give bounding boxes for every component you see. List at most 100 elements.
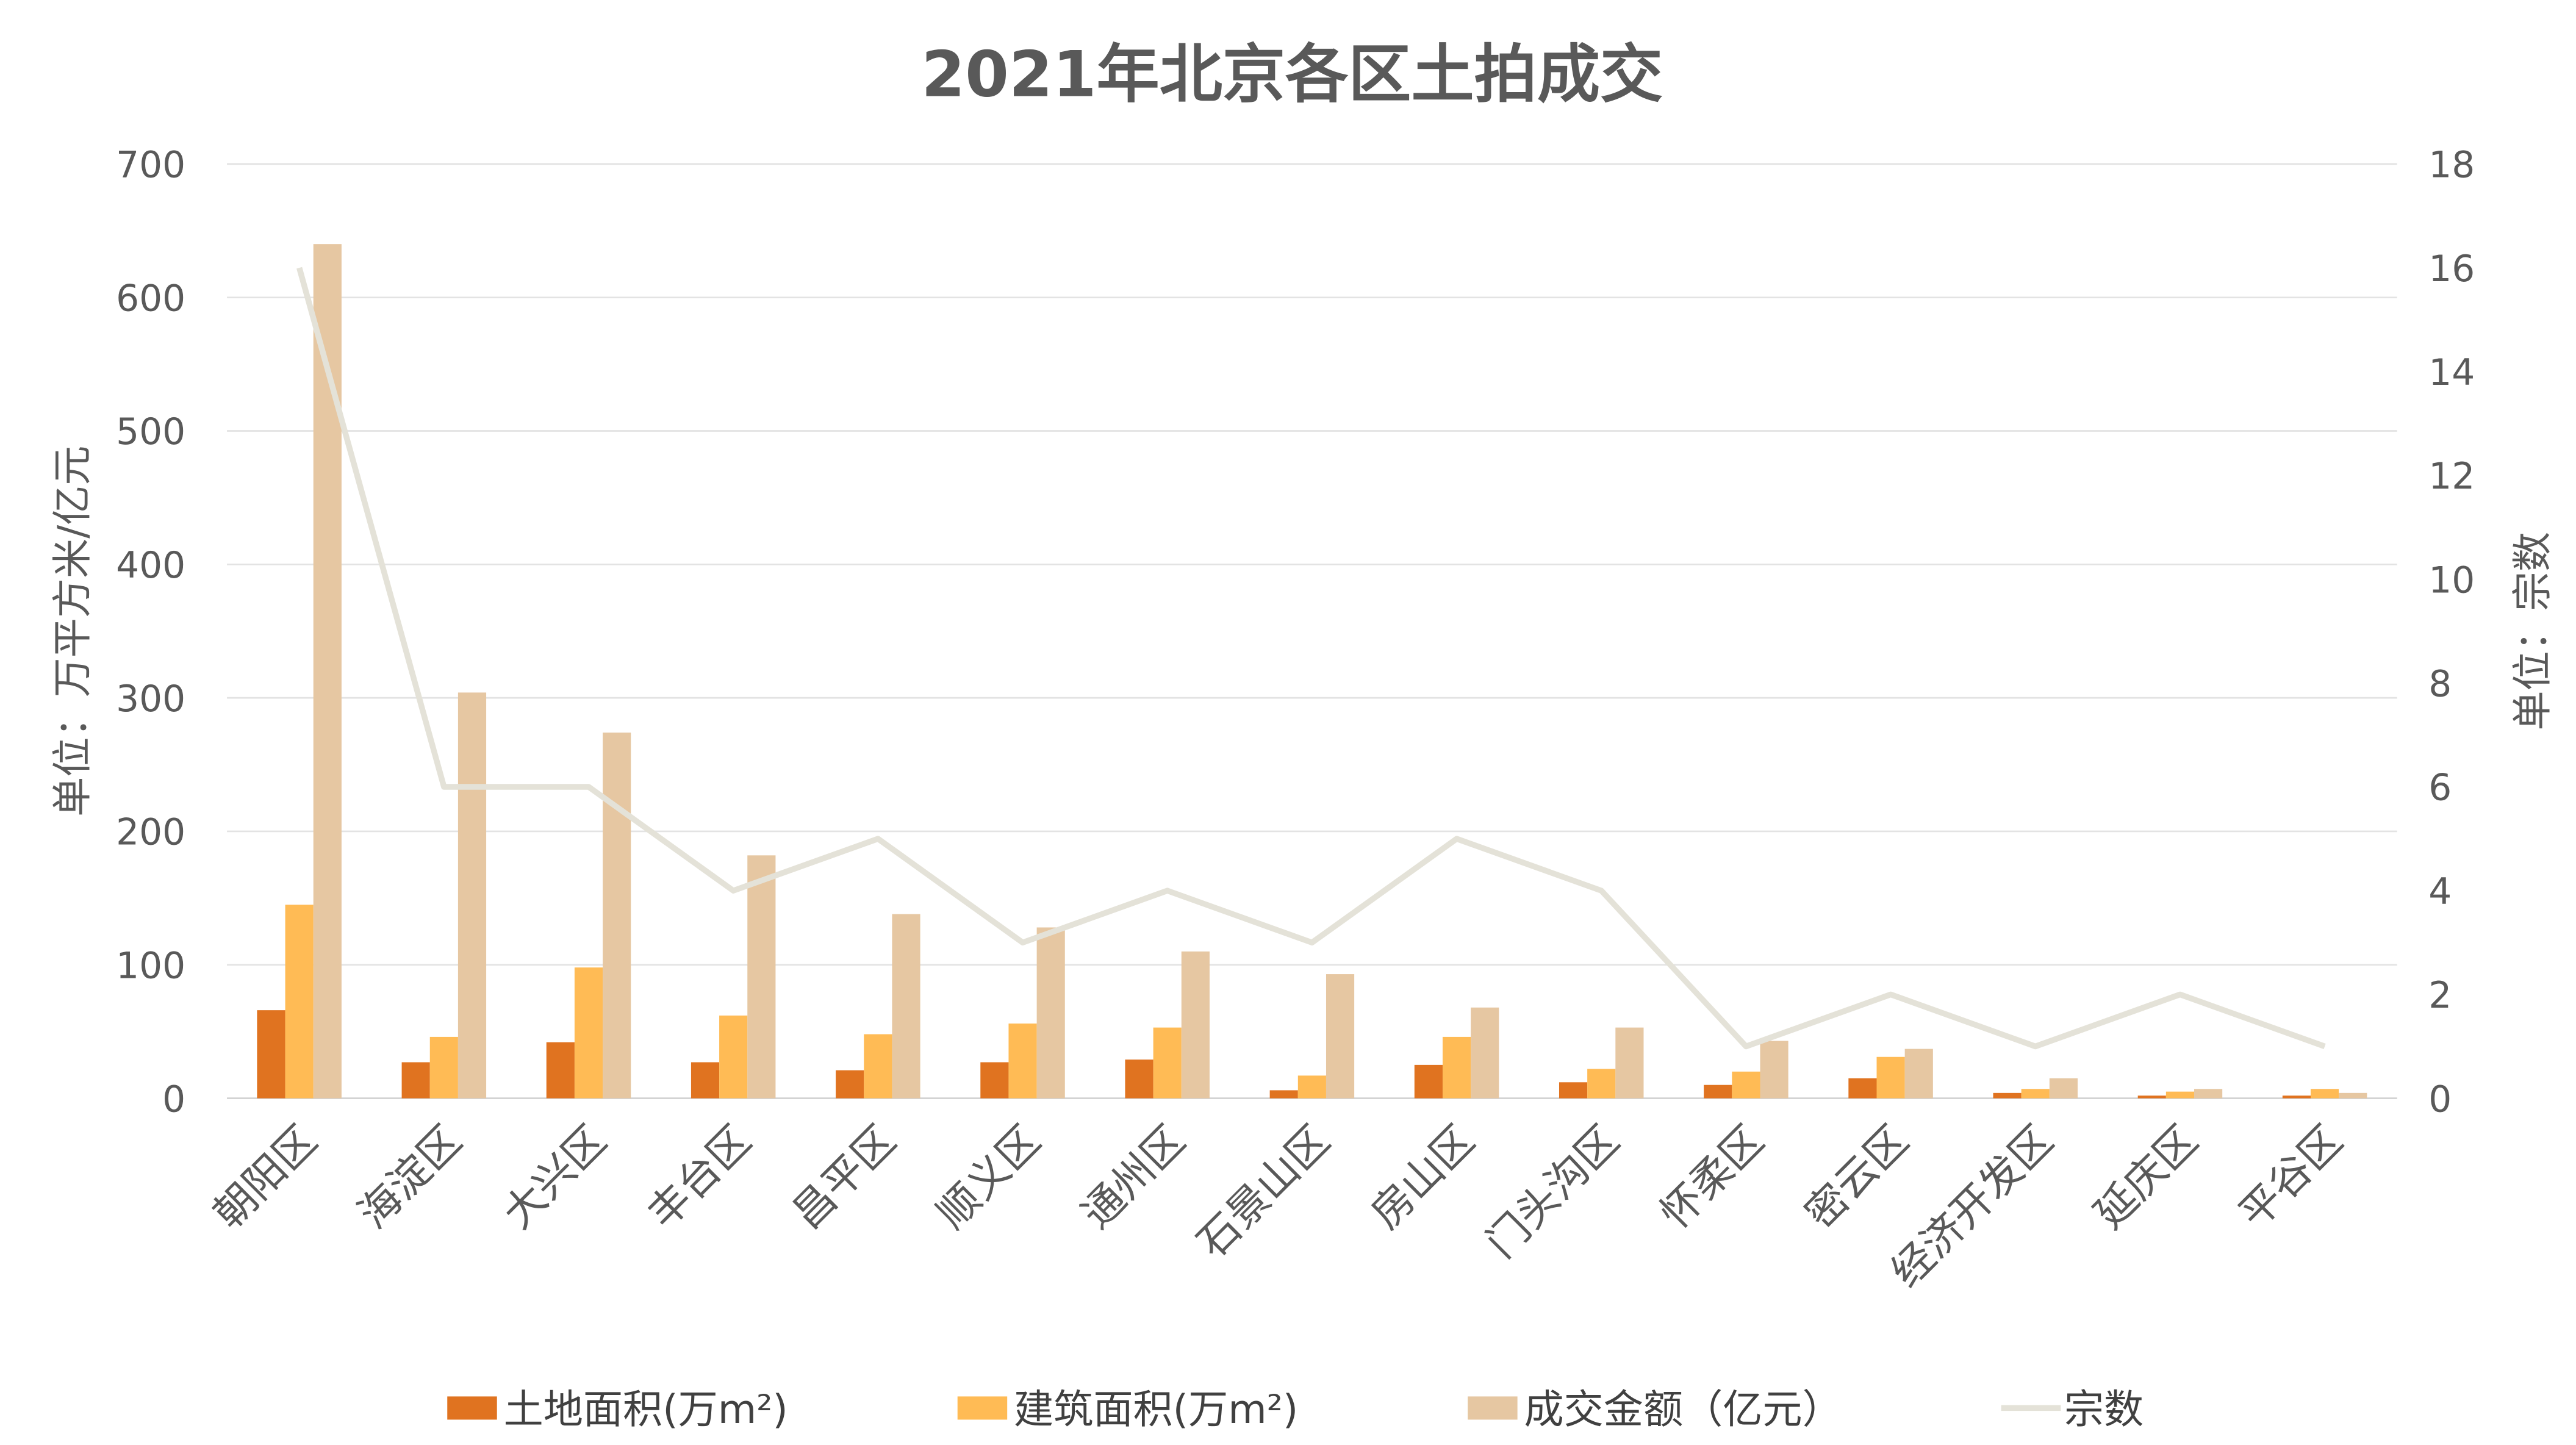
- bar-building-area: [1587, 1069, 1616, 1099]
- bar-building-area: [2021, 1089, 2050, 1099]
- y-axis-label: 单位：万平方米/亿元: [50, 446, 96, 817]
- bar-amount: [1471, 1007, 1499, 1099]
- x-tick-label: 延庆区: [2086, 1116, 2208, 1238]
- y2-tick-label: 10: [2428, 559, 2475, 601]
- y2-tick-label: 16: [2428, 248, 2475, 290]
- bar-land-area: [1414, 1064, 1443, 1099]
- legend-swatch: [447, 1396, 497, 1420]
- legend-swatch: [957, 1396, 1008, 1420]
- bar-amount: [2339, 1092, 2367, 1099]
- bar-amount: [313, 244, 342, 1099]
- chart-title: 2021年北京各区土拍成交: [921, 38, 1663, 112]
- x-tick-label: 通州区: [1072, 1116, 1194, 1238]
- bar-land-area: [1993, 1092, 2022, 1099]
- y2-tick-label: 0: [2428, 1078, 2452, 1121]
- bar-land-area: [2282, 1095, 2311, 1099]
- x-tick-label: 朝阳区: [204, 1116, 326, 1238]
- x-tick-label: 密云区: [1796, 1116, 1918, 1238]
- x-tick-label: 石景山区: [1188, 1116, 1340, 1268]
- bar-building-area: [2311, 1089, 2339, 1099]
- legend-item: 宗数: [2001, 1387, 2144, 1433]
- legend-label: 建筑面积(万m²): [1014, 1387, 1298, 1433]
- bar-land-area: [691, 1062, 720, 1099]
- bar-amount: [2049, 1078, 2078, 1099]
- y-tick-label: 200: [116, 812, 185, 854]
- x-tick-label: 平谷区: [2230, 1116, 2352, 1238]
- legend-label: 宗数: [2064, 1387, 2144, 1433]
- x-tick-label: 顺义区: [928, 1116, 1050, 1238]
- count-point: [2035, 1046, 2036, 1047]
- bar-land-area: [836, 1070, 864, 1099]
- y2-tick-label: 12: [2428, 456, 2475, 498]
- bar-amount: [1904, 1049, 1933, 1099]
- y-tick-label: 500: [116, 411, 185, 453]
- bar-amount: [2194, 1089, 2223, 1099]
- bar-building-area: [1153, 1027, 1182, 1099]
- count-line: [296, 267, 2326, 1050]
- bar-building-area: [1297, 1075, 1326, 1099]
- x-tick-label: 海淀区: [350, 1116, 472, 1238]
- bar-amount: [603, 733, 631, 1099]
- x-tick-label: 昌平区: [783, 1116, 905, 1238]
- y2-axis-label: 单位：宗数: [2510, 532, 2556, 731]
- bar-land-area: [1125, 1060, 1153, 1099]
- y-tick-label: 400: [116, 545, 185, 587]
- count-point: [1022, 942, 1023, 943]
- bar-land-area: [1269, 1090, 1298, 1099]
- bar-building-area: [2165, 1091, 2195, 1099]
- bar-land-area: [980, 1062, 1009, 1099]
- y-tick-label: 100: [116, 945, 185, 987]
- bar-amount: [1036, 927, 1065, 1099]
- legend-label: 土地面积(万m²): [504, 1387, 788, 1433]
- bar-land-area: [401, 1062, 430, 1099]
- legend-item: 成交金额（亿元）: [1468, 1387, 1842, 1433]
- legend-label: 成交金额（亿元）: [1524, 1387, 1842, 1433]
- bar-building-area: [574, 967, 603, 1099]
- legend-item: 土地面积(万m²): [447, 1387, 788, 1433]
- bar-amount: [747, 855, 776, 1099]
- bar-building-area: [1008, 1024, 1037, 1099]
- y2-tick-label: 6: [2428, 767, 2452, 809]
- y-tick-label: 0: [162, 1078, 185, 1121]
- bar-land-area: [1848, 1078, 1877, 1099]
- count-point: [2180, 994, 2181, 995]
- bar-amount: [1181, 951, 1210, 1099]
- legend: 土地面积(万m²) 建筑面积(万m²) 成交金额（亿元） 宗数: [447, 1387, 2144, 1433]
- legend-swatch: [1468, 1396, 1518, 1420]
- bar-land-area: [1559, 1082, 1588, 1099]
- bar-building-area: [719, 1015, 748, 1099]
- y-tick-label: 600: [116, 278, 185, 320]
- bar-amount: [457, 692, 487, 1099]
- bar-land-area: [1704, 1085, 1732, 1099]
- bar-building-area: [864, 1034, 892, 1099]
- bar-amount: [892, 914, 920, 1099]
- y-tick-label: 300: [116, 678, 185, 720]
- x-tick-label: 大兴区: [494, 1116, 616, 1238]
- gridlines: [227, 163, 2397, 1099]
- y2-tick-label: 18: [2428, 145, 2475, 187]
- bar-land-area: [257, 1010, 285, 1099]
- bar-building-area: [1876, 1056, 1905, 1099]
- bar-building-area: [1442, 1036, 1471, 1099]
- bars: [257, 244, 2367, 1099]
- bar-building-area: [285, 905, 314, 1099]
- count-point: [1890, 994, 1891, 995]
- x-tick-label: 丰台区: [639, 1116, 761, 1238]
- bar-building-area: [1732, 1071, 1760, 1099]
- bar-land-area: [546, 1042, 575, 1099]
- bar-amount: [1760, 1041, 1788, 1099]
- bar-land-area: [2137, 1095, 2166, 1099]
- legend-item: 建筑面积(万m²): [957, 1387, 1298, 1433]
- y2-tick-label: 4: [2428, 871, 2452, 913]
- y-tick-label: 700: [116, 145, 185, 187]
- y2-tick-label: 14: [2428, 352, 2475, 394]
- y2-tick-label: 8: [2428, 664, 2452, 706]
- bar-building-area: [429, 1036, 458, 1099]
- count-point: [1311, 942, 1313, 943]
- x-tick-label: 门头沟区: [1477, 1116, 1629, 1268]
- bar-amount: [1615, 1027, 1644, 1099]
- x-tick-label: 怀柔区: [1651, 1116, 1773, 1238]
- bar-amount: [1326, 974, 1355, 1099]
- y2-tick-label: 2: [2428, 975, 2452, 1017]
